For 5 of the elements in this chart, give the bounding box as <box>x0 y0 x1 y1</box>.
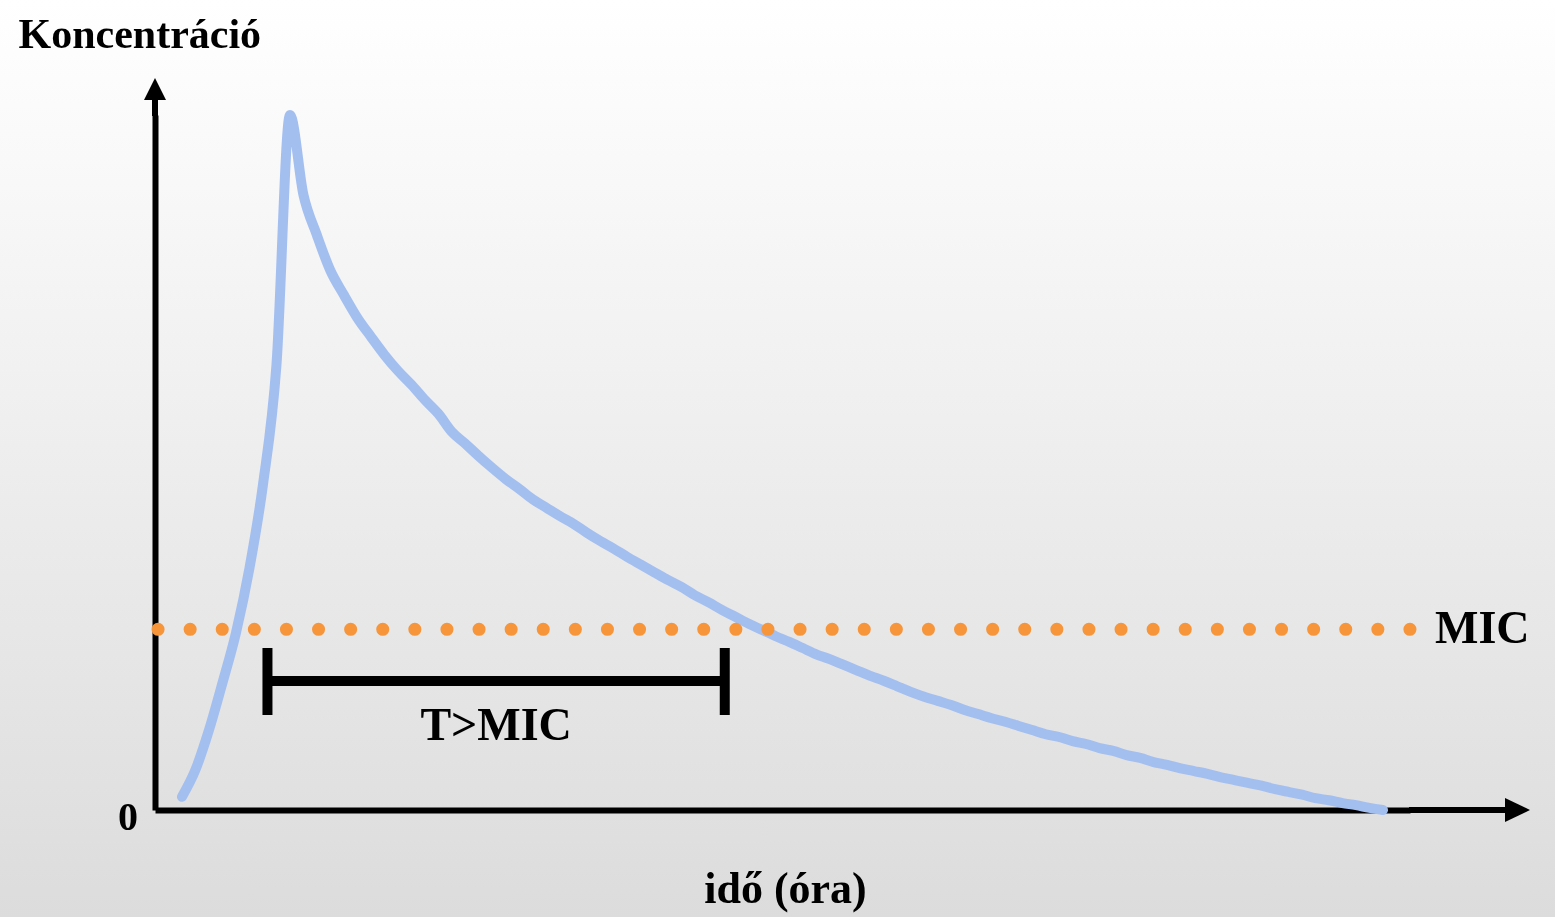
annotation: T>MIC <box>420 699 572 750</box>
x-axis-title: idő (óra) <box>704 863 867 913</box>
y-axis-title: Koncentráció <box>18 10 262 57</box>
text: 0 <box>118 794 138 839</box>
ref-line-label: MIC <box>1435 602 1530 654</box>
